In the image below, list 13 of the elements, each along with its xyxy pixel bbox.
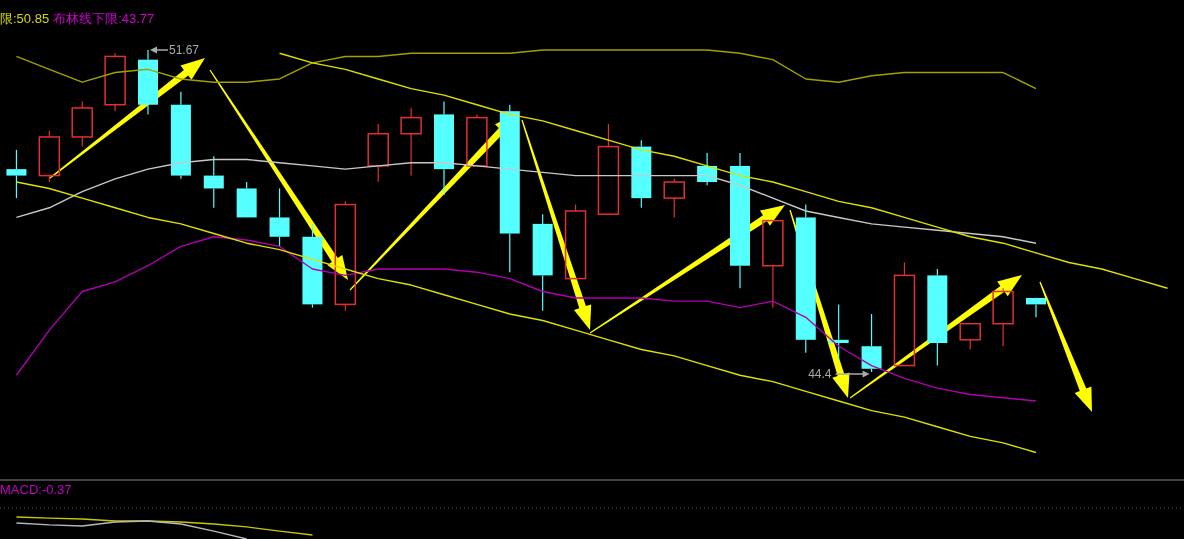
annotation: 51.67 xyxy=(169,43,200,58)
candlestick xyxy=(400,107,422,177)
candlestick xyxy=(203,155,224,209)
chart-title: MACD:-0.37 xyxy=(0,482,72,498)
candlestick xyxy=(104,52,126,112)
candlestick xyxy=(992,287,1014,347)
annotation: 44.4 xyxy=(808,367,832,382)
candlestick xyxy=(730,152,750,289)
candlestick xyxy=(434,100,454,196)
text: 布林线下限:43.77 xyxy=(53,11,155,27)
candlestick xyxy=(6,149,27,199)
candlestick xyxy=(170,91,191,180)
text: 限:50.85 xyxy=(0,11,50,27)
